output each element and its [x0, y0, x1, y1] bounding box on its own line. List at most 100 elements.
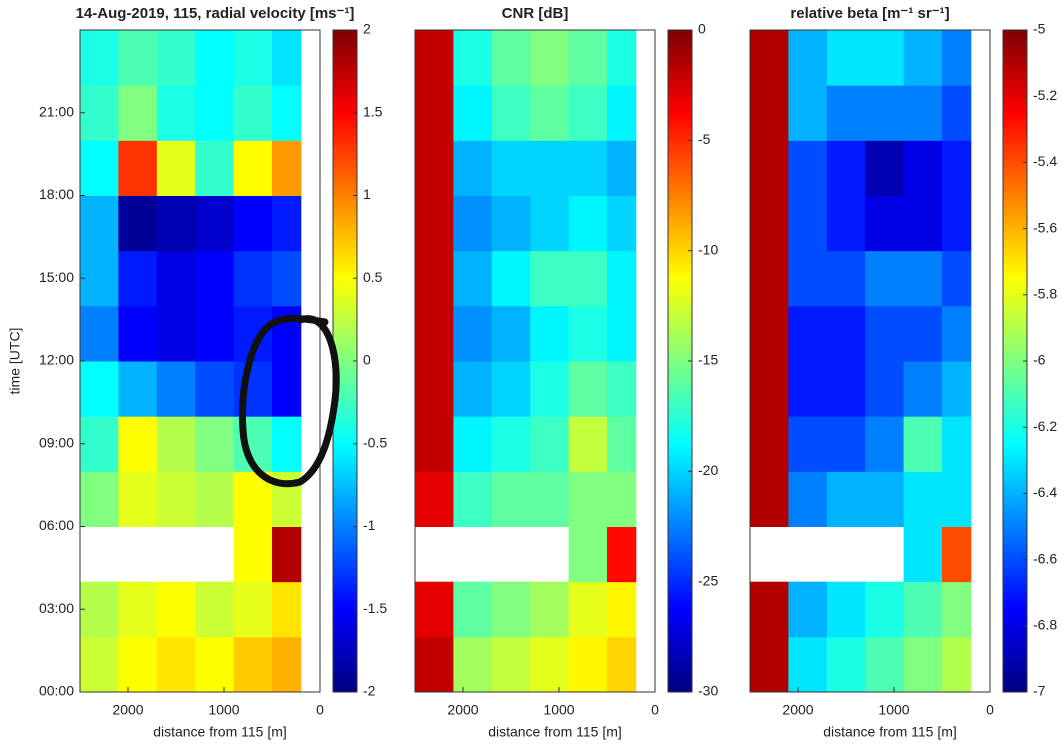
heatmap-cell	[272, 416, 302, 472]
heatmap-cell	[195, 250, 235, 307]
panel-title: relative beta [m⁻¹ sr⁻¹]	[790, 5, 949, 22]
heatmap-cell	[826, 195, 866, 252]
heatmap-cell	[80, 416, 119, 472]
heatmap-cell	[491, 250, 531, 307]
heatmap-cell	[903, 305, 943, 362]
heatmap-cell	[80, 636, 119, 693]
heatmap-cell	[491, 471, 531, 527]
heatmap-cell	[607, 581, 637, 638]
heatmap-cell	[826, 250, 866, 307]
colorbar-tick-label: -30	[698, 683, 718, 699]
heatmap-cell	[788, 305, 828, 362]
heatmap-cell	[607, 361, 637, 417]
heatmap-cell	[491, 416, 531, 472]
heatmap-cell	[415, 471, 454, 527]
y-tick-label: 06:00	[39, 517, 74, 533]
hand-drawn-ellipse	[239, 314, 340, 488]
heatmap-cell	[903, 140, 943, 196]
x-tick-label: 0	[316, 702, 324, 718]
colorbar-tick-label: -6.6	[1033, 550, 1057, 566]
colorbar-tick-label: -1	[363, 517, 376, 533]
heatmap-cell	[788, 140, 828, 196]
heatmap-cell	[272, 85, 302, 141]
heatmap-cell	[156, 581, 196, 638]
heatmap-cell	[156, 195, 196, 252]
heatmap-cell	[942, 526, 972, 583]
heatmap-cell	[80, 361, 119, 417]
heatmap-cell	[272, 581, 302, 638]
y-tick-label: 09:00	[39, 434, 74, 450]
heatmap-cell	[118, 305, 158, 362]
heatmap-cell	[865, 416, 905, 472]
heatmap-cell	[942, 250, 972, 307]
heatmap-cell	[750, 30, 789, 86]
colorbar-tick-label: -7	[1033, 683, 1046, 699]
heatmap-cell	[865, 30, 905, 86]
heatmap-cell	[568, 581, 608, 638]
heatmap-cell	[568, 30, 608, 86]
heatmap-cell	[942, 305, 972, 362]
panel-title: 14-Aug-2019, 115, radial velocity [ms⁻¹]	[76, 5, 355, 22]
heatmap-cell	[568, 636, 608, 693]
heatmap-cell	[272, 526, 302, 583]
heatmap-cell	[788, 471, 828, 527]
heatmap-cell	[826, 636, 866, 693]
heatmap-cell	[865, 250, 905, 307]
heatmap-cell	[942, 361, 972, 417]
heatmap-cell	[491, 30, 531, 86]
y-tick-label: 18:00	[39, 186, 74, 202]
heatmap-cell	[272, 195, 302, 252]
heatmap-cell	[118, 85, 158, 141]
heatmap-cell	[607, 526, 637, 583]
heatmap-cell	[156, 361, 196, 417]
plot-frame	[749, 29, 991, 693]
heatmap-cell	[195, 195, 235, 252]
heatmap-cell	[568, 140, 608, 196]
heatmap-cell	[903, 526, 943, 583]
heatmap-cell	[750, 361, 789, 417]
heatmap-cell	[195, 140, 235, 196]
heatmap-cell	[750, 581, 789, 638]
heatmap-cell	[903, 416, 943, 472]
heatmap-cell	[118, 471, 158, 527]
heatmap-cell	[788, 30, 828, 86]
heatmap-cell	[826, 85, 866, 141]
heatmap-cell	[80, 85, 119, 141]
heatmap-cell	[453, 416, 493, 472]
heatmap-cell	[865, 361, 905, 417]
heatmap-cell	[80, 581, 119, 638]
heatmap-cell	[530, 416, 570, 472]
heatmap-cell	[233, 195, 273, 252]
heatmap-cell	[942, 581, 972, 638]
colorbar-tick-label: -6	[1033, 352, 1046, 368]
heatmap-cell	[865, 140, 905, 196]
heatmap-cell	[233, 140, 273, 196]
colorbar-tick-label: -1.5	[363, 600, 387, 616]
heatmap-cell	[607, 636, 637, 693]
heatmap-cell	[826, 140, 866, 196]
heatmap-cell	[607, 195, 637, 252]
heatmap-cell	[903, 85, 943, 141]
heatmap-cell	[750, 416, 789, 472]
heatmap-cell	[156, 305, 196, 362]
heatmap-cell	[118, 195, 158, 252]
heatmap-cell	[80, 140, 119, 196]
y-tick-label: 03:00	[39, 600, 74, 616]
colorbar-tick-label: -5	[698, 131, 711, 147]
colorbar-tick-label: 1	[363, 186, 371, 202]
heatmap-cell	[865, 636, 905, 693]
heatmap-cell	[415, 140, 454, 196]
heatmap-cell	[195, 361, 235, 417]
heatmap-cell	[942, 85, 972, 141]
heatmap-cell	[530, 636, 570, 693]
heatmap-cell	[788, 250, 828, 307]
colorbar-tick-label: 0	[363, 352, 371, 368]
heatmap-cell	[195, 581, 235, 638]
heatmap-cell	[453, 250, 493, 307]
heatmap-cell	[491, 85, 531, 141]
heatmap-cell	[568, 305, 608, 362]
heatmap-cell	[453, 195, 493, 252]
colorbar-tick-label: -2	[363, 683, 376, 699]
heatmap-cell	[530, 305, 570, 362]
